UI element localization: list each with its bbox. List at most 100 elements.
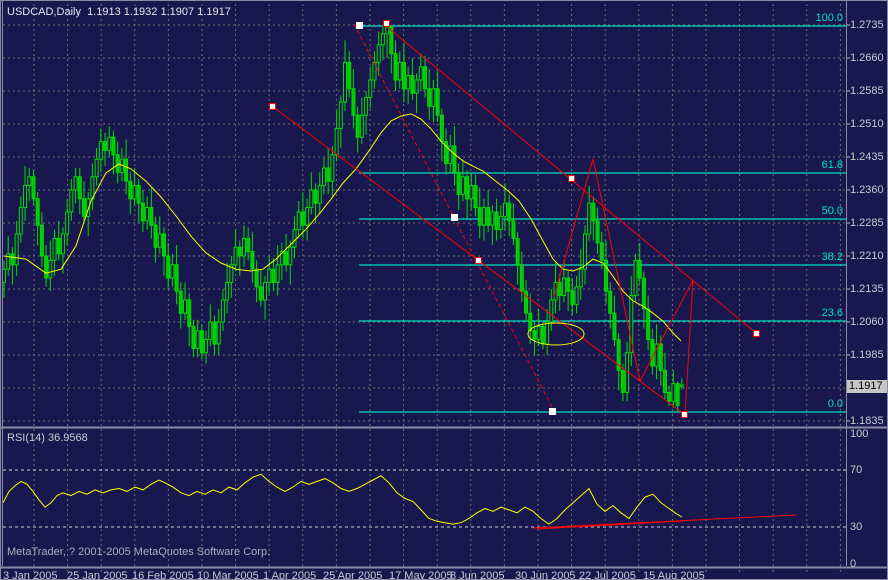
candle-bear	[507, 202, 512, 222]
candle-bull	[275, 264, 280, 283]
rsi-axis-label: 30	[850, 521, 863, 533]
candle-bear	[254, 268, 259, 288]
candle-bear	[35, 198, 40, 226]
candle-bear	[178, 290, 183, 314]
candle-bear	[56, 237, 61, 255]
candle-bear	[313, 189, 318, 204]
price-axis-label: 1.2285	[850, 217, 884, 229]
candle-bear	[524, 290, 529, 314]
candle-bull	[414, 79, 419, 94]
candle-bull	[321, 167, 326, 187]
candle-bear	[444, 141, 449, 165]
candle-bull	[233, 246, 238, 266]
candle-bear	[616, 339, 621, 371]
candle-bull	[582, 233, 587, 270]
candle-bull	[372, 61, 377, 81]
candle-bull	[157, 233, 162, 248]
candle-bear	[675, 383, 680, 407]
candle-bear	[31, 176, 36, 200]
candle-bear	[128, 180, 133, 200]
rsi-trendline[interactable]	[532, 514, 797, 529]
candle-bear	[473, 185, 478, 209]
candle-bear	[174, 264, 179, 292]
candle-bull	[208, 321, 213, 341]
candle-bull	[241, 237, 246, 257]
candle-bull	[48, 259, 53, 279]
candle-bear	[599, 242, 604, 261]
candle-bull	[183, 299, 188, 314]
candle-bull	[132, 185, 137, 200]
candle-bear	[77, 176, 82, 200]
trendline-anchor[interactable]	[451, 214, 458, 221]
candle-bear	[511, 220, 516, 239]
trendline-anchor[interactable]	[475, 257, 482, 264]
candle-bear	[300, 211, 305, 226]
candle-bull	[490, 211, 495, 226]
candle-bear	[153, 224, 158, 248]
candle-bull	[305, 207, 310, 226]
candle-bear	[410, 75, 415, 94]
candle-bull	[654, 343, 659, 367]
candle-bear	[401, 61, 406, 90]
time-axis-label: 1 Apr 2005	[263, 570, 317, 580]
candle-bull	[574, 286, 579, 305]
candle-bull	[338, 101, 343, 129]
candle-bull	[406, 75, 411, 90]
trendline-anchor[interactable]	[356, 22, 363, 29]
trendline-anchor[interactable]	[383, 20, 390, 27]
candle-bull	[107, 136, 112, 151]
candle-bull	[418, 66, 423, 81]
zigzag-line[interactable]	[553, 158, 694, 416]
candle-bear	[486, 207, 491, 226]
price-axis-label: 1.2360	[850, 184, 884, 196]
candle-bear	[161, 233, 166, 257]
candle-bull	[170, 264, 175, 279]
candle-bear	[435, 88, 440, 116]
candle-bull	[73, 176, 78, 191]
candle-bear	[44, 255, 49, 279]
candle-bull	[334, 127, 339, 156]
highlight-ellipse[interactable]	[527, 322, 585, 346]
fib-level-label: 61.8	[821, 159, 843, 171]
candle-bear	[557, 281, 562, 297]
moving-average-line[interactable]	[3, 113, 682, 342]
candle-bear	[326, 167, 331, 182]
candle-bull	[502, 202, 507, 217]
fib-level-label: 0.0	[827, 398, 843, 410]
rsi-trendline[interactable]	[536, 520, 684, 530]
candle-bull	[296, 211, 301, 231]
trendline-anchor[interactable]	[549, 408, 556, 415]
candle-bear	[250, 251, 255, 270]
candle-bull	[549, 299, 554, 323]
trendline-anchor[interactable]	[753, 330, 760, 337]
trendline-anchor[interactable]	[568, 175, 575, 182]
candle-bull	[633, 259, 638, 297]
candle-bear	[515, 237, 520, 266]
rsi-line[interactable]	[2, 473, 683, 525]
candle-bear	[528, 312, 533, 332]
candle-bear	[103, 141, 108, 151]
candle-bull	[98, 141, 103, 160]
fib-level-label: 100.0	[815, 12, 843, 24]
candle-bull	[629, 295, 634, 354]
candle-bear	[604, 259, 609, 292]
time-axis-label: 10 Mar 2005	[197, 570, 259, 580]
candle-bull	[69, 189, 74, 213]
price-axis-label: 1.2210	[850, 250, 884, 262]
candle-bear	[191, 325, 196, 349]
candle-bull	[536, 325, 541, 341]
candle-bear	[519, 264, 524, 292]
fib-level-label: 23.6	[821, 307, 843, 319]
candle-bull	[60, 233, 65, 255]
trendline-anchor[interactable]	[269, 103, 276, 110]
candle-bull	[6, 253, 11, 270]
trendline-anchor[interactable]	[681, 411, 688, 418]
time-axis-label: 16 Feb 2005	[132, 570, 194, 580]
candle-bear	[389, 26, 394, 55]
time-axis-label: 30 Jun 2005	[515, 570, 576, 580]
price-axis-label: 1.1985	[850, 349, 884, 361]
candle-bull	[267, 268, 272, 283]
candle-bull	[14, 233, 19, 266]
